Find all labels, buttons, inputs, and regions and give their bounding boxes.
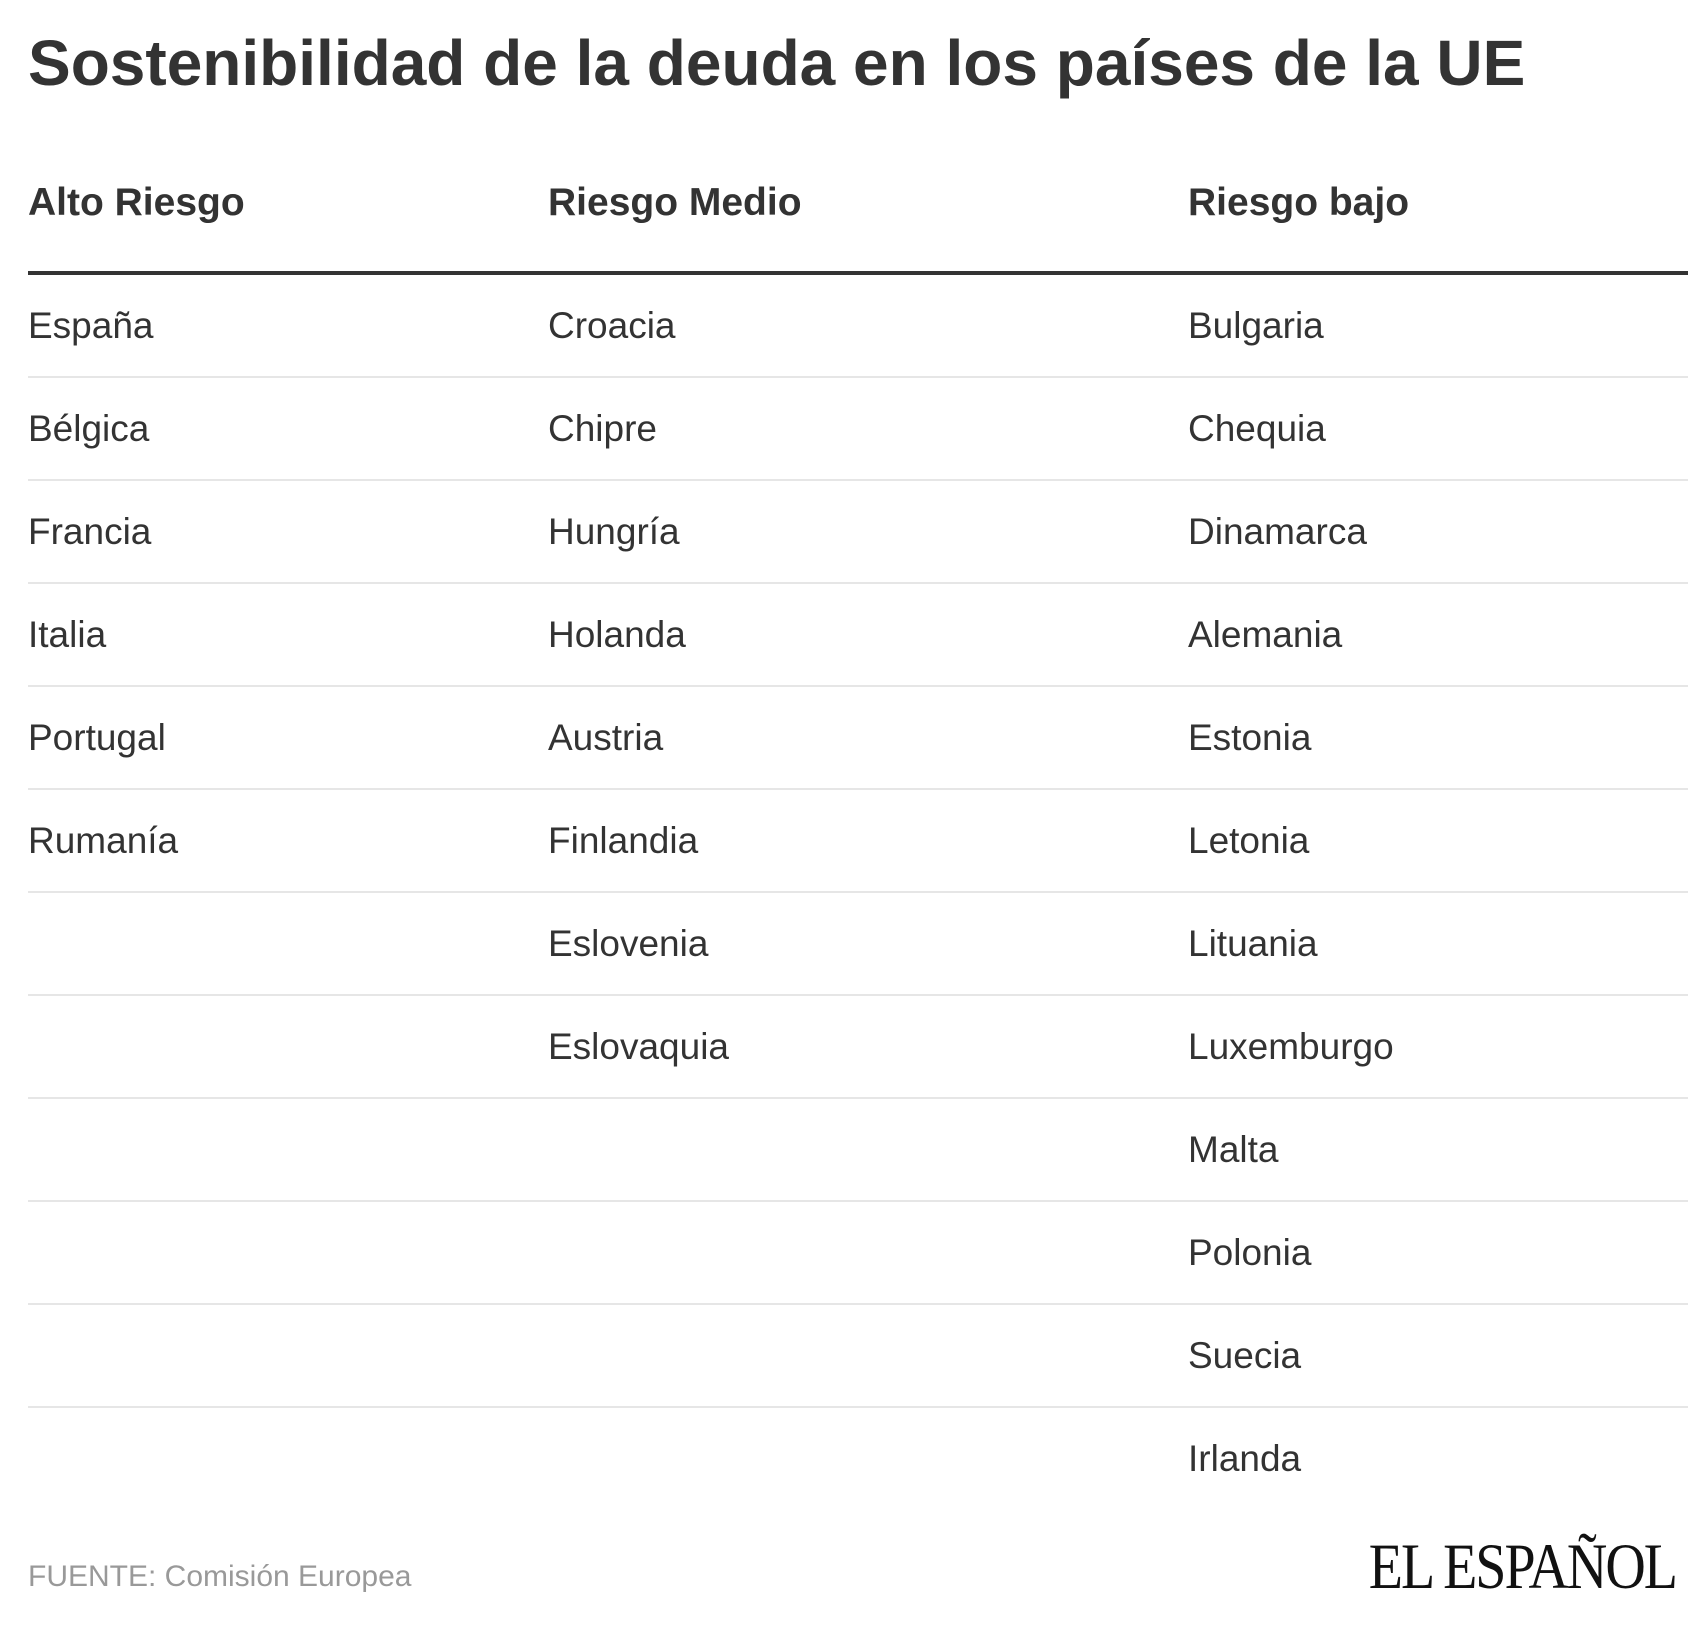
table-cell: Suecia [1188, 1304, 1688, 1408]
column-header-low-risk: Riesgo bajo [1188, 165, 1688, 275]
table-cell: Finlandia [548, 789, 1188, 893]
table-row: Suecia [28, 1304, 1688, 1408]
table-cell: Luxemburgo [1188, 995, 1688, 1099]
table-cell [548, 1201, 1188, 1305]
table-cell: Croacia [548, 273, 1188, 378]
table-cell: Hungría [548, 480, 1188, 584]
column-header-high-risk: Alto Riesgo [28, 165, 548, 275]
table-row: Portugal Austria Estonia [28, 686, 1688, 790]
risk-table: Alto Riesgo Riesgo Medio Riesgo bajo Esp… [28, 165, 1688, 1509]
table-cell: Eslovaquia [548, 995, 1188, 1099]
table-cell: España [28, 273, 548, 378]
table-cell [548, 1407, 1188, 1509]
table-cell: Letonia [1188, 789, 1688, 893]
table-cell: Bulgaria [1188, 273, 1688, 378]
table-cell: Rumanía [28, 789, 548, 893]
table-row: España Croacia Bulgaria [28, 273, 1688, 378]
table-cell: Dinamarca [1188, 480, 1688, 584]
column-header-medium-risk: Riesgo Medio [548, 165, 1188, 275]
table-cell [28, 1098, 548, 1202]
table-row: Polonia [28, 1201, 1688, 1305]
table-cell: Italia [28, 583, 548, 687]
table-cell [548, 1098, 1188, 1202]
table-row: Malta [28, 1098, 1688, 1202]
table-cell [28, 1407, 548, 1509]
table-cell: Portugal [28, 686, 548, 790]
table-row: Rumanía Finlandia Letonia [28, 789, 1688, 893]
table-cell: Chequia [1188, 377, 1688, 481]
table-cell [28, 1304, 548, 1408]
table-row: Irlanda [28, 1407, 1688, 1509]
table-row: Italia Holanda Alemania [28, 583, 1688, 687]
table-cell: Estonia [1188, 686, 1688, 790]
table-header-row: Alto Riesgo Riesgo Medio Riesgo bajo [28, 165, 1688, 275]
table-cell: Lituania [1188, 892, 1688, 996]
table-cell [548, 1304, 1188, 1408]
table-cell: Holanda [548, 583, 1188, 687]
table-cell: Bélgica [28, 377, 548, 481]
table-row: Francia Hungría Dinamarca [28, 480, 1688, 584]
table-row: Eslovaquia Luxemburgo [28, 995, 1688, 1099]
source-note: FUENTE: Comisión Europea [28, 1560, 412, 1593]
table-cell [28, 892, 548, 996]
table-cell: Irlanda [1188, 1437, 1302, 1479]
table-cell: Chipre [548, 377, 1188, 481]
table-cell: Francia [28, 480, 548, 584]
table-cell [28, 1201, 548, 1305]
page-title: Sostenibilidad de la deuda en los países… [28, 27, 1526, 99]
el-espanol-logo: EL ESPAÑOL [1368, 1531, 1678, 1603]
table-row: Eslovenia Lituania [28, 892, 1688, 996]
table-row: Bélgica Chipre Chequia [28, 377, 1688, 481]
table-cell: Eslovenia [548, 892, 1188, 996]
table-cell: Malta [1188, 1098, 1688, 1202]
table-cell [28, 995, 548, 1099]
table-cell: Polonia [1188, 1201, 1688, 1305]
table-cell: Alemania [1188, 583, 1688, 687]
table-cell: Austria [548, 686, 1188, 790]
